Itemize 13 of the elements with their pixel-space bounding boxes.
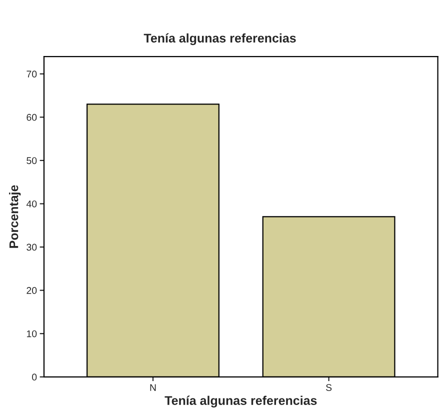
y-tick-label: 0 bbox=[32, 374, 37, 381]
y-tick-label: 50 bbox=[26, 157, 37, 164]
y-axis-title: Porcentaje bbox=[9, 185, 21, 248]
y-tick-label: 60 bbox=[26, 114, 37, 121]
x-axis-title: Tenía algunas referencias bbox=[164, 396, 317, 408]
y-tick-label: 30 bbox=[26, 244, 37, 251]
y-tick-label: 20 bbox=[26, 287, 37, 294]
y-tick-label: 10 bbox=[26, 330, 37, 338]
chart-title: Tenía algunas referencias bbox=[144, 33, 296, 46]
x-tick-label: S bbox=[326, 384, 332, 391]
x-tick-label: N bbox=[150, 384, 156, 391]
y-tick-label: 70 bbox=[26, 70, 37, 78]
y-tick-label: 40 bbox=[26, 200, 37, 208]
